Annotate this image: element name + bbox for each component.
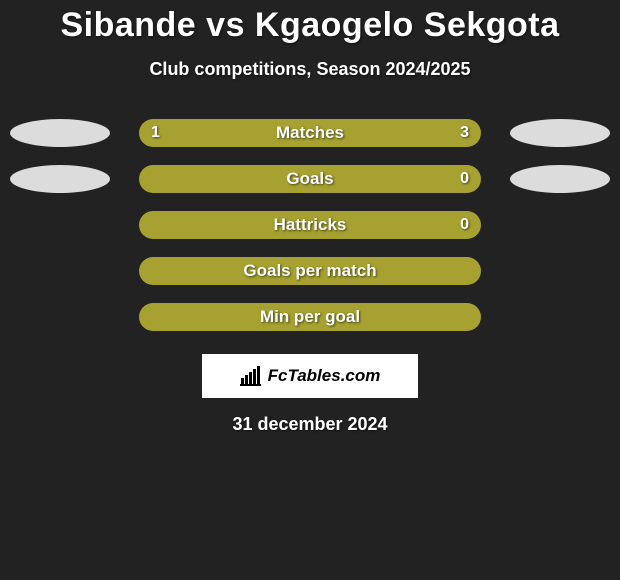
player-left-marker (10, 119, 110, 147)
page-title: Sibande vs Kgaogelo Sekgota (0, 0, 620, 45)
comparison-infographic: Sibande vs Kgaogelo Sekgota Club competi… (0, 0, 620, 580)
stat-bar: Goals0 (139, 165, 481, 193)
source-brand: FcTables.com (268, 366, 381, 386)
stat-value-right: 0 (460, 211, 469, 239)
stat-row: Min per goal (0, 294, 620, 340)
stat-bar: Matches1 3 (139, 119, 481, 147)
stat-label: Goals (139, 165, 481, 193)
stat-row: Goals0 (0, 156, 620, 202)
subtitle: Club competitions, Season 2024/2025 (0, 59, 620, 80)
chart-bars-icon (240, 366, 264, 386)
stat-value-left: 1 (151, 119, 160, 147)
stat-label: Hattricks (139, 211, 481, 239)
stat-bar: Hattricks0 (139, 211, 481, 239)
stat-label: Goals per match (139, 257, 481, 285)
player-right-marker (510, 119, 610, 147)
stat-label: Matches (139, 119, 481, 147)
stat-bar: Min per goal (139, 303, 481, 331)
player-left-marker (10, 165, 110, 193)
stat-row: Hattricks0 (0, 202, 620, 248)
player-right-marker (510, 165, 610, 193)
source-badge: FcTables.com (202, 354, 418, 398)
stat-label: Min per goal (139, 303, 481, 331)
stat-rows: Matches13Goals0Hattricks0Goals per match… (0, 110, 620, 340)
footer-date: 31 december 2024 (0, 414, 620, 435)
stat-row: Goals per match (0, 248, 620, 294)
stat-bar: Goals per match (139, 257, 481, 285)
stat-value-right: 3 (460, 119, 469, 147)
stat-row: Matches1 3 (0, 110, 620, 156)
stat-value-right: 0 (460, 165, 469, 193)
